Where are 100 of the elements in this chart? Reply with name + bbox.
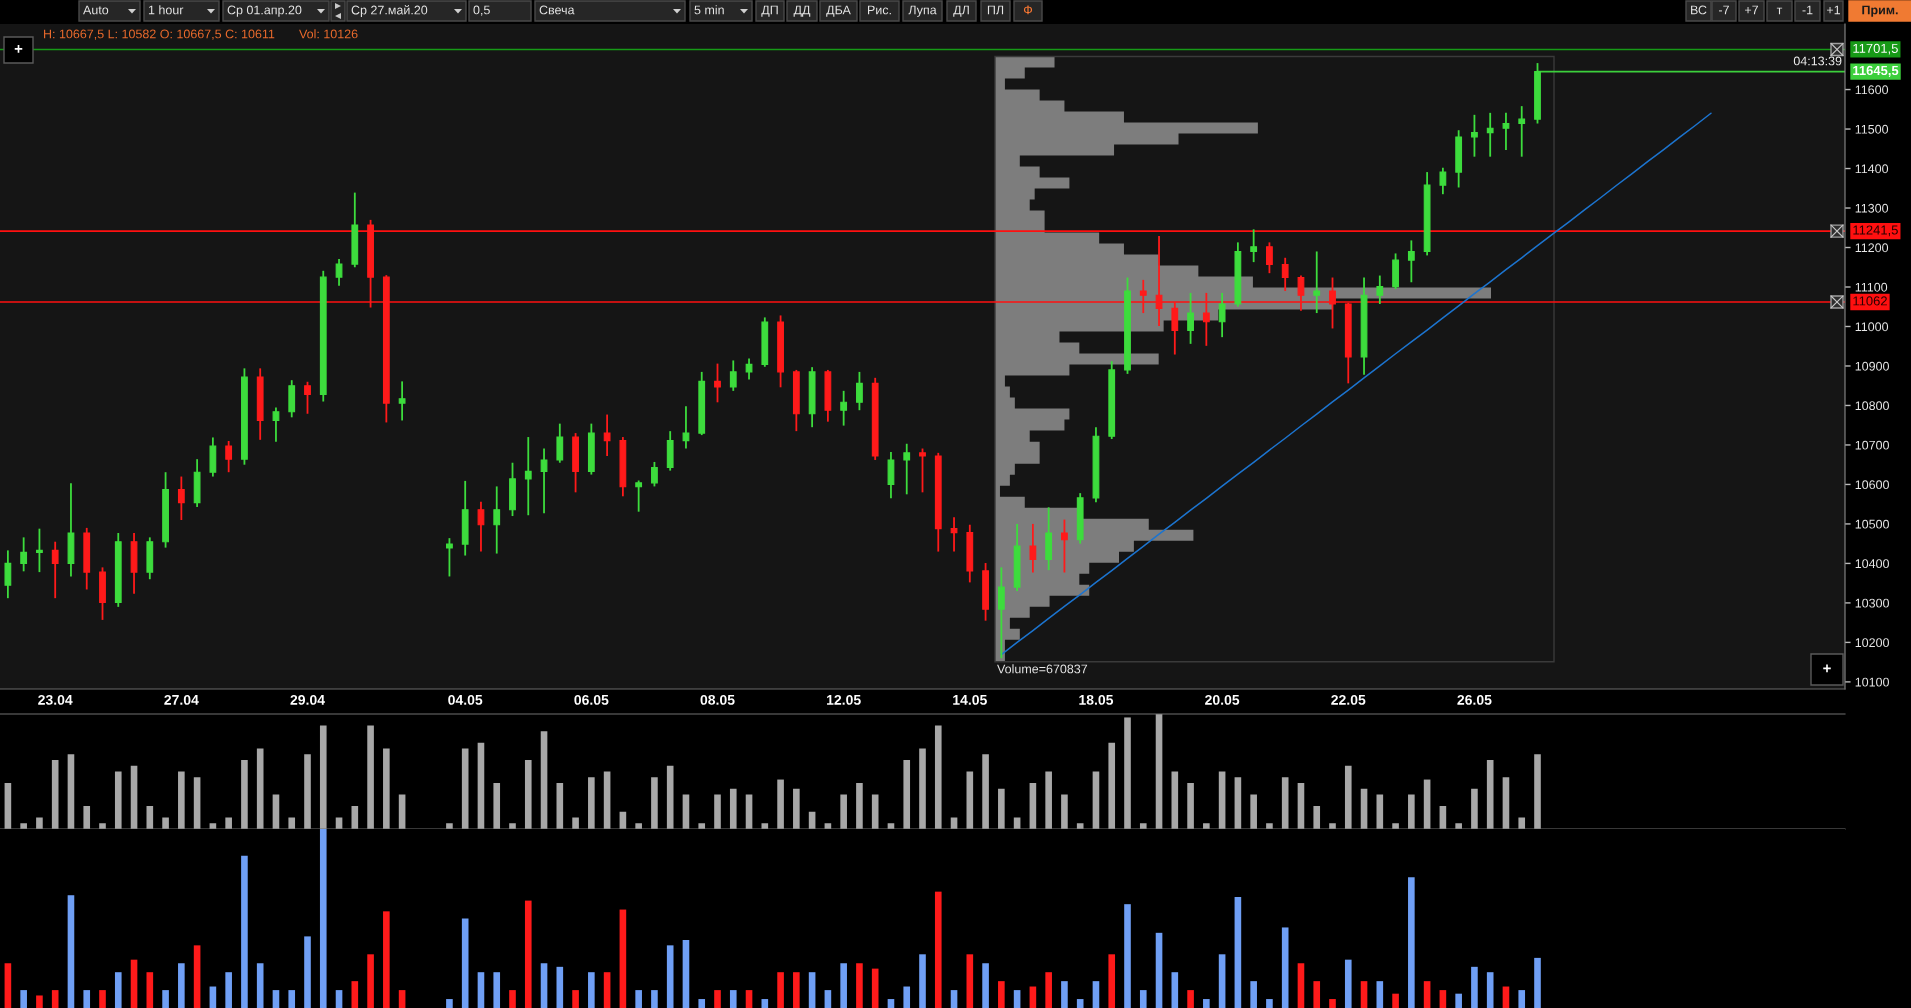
text: ПЛ	[987, 5, 1004, 15]
candlestick	[272, 406, 280, 443]
bar	[777, 779, 784, 829]
bar	[1455, 993, 1462, 1008]
candlestick	[603, 413, 611, 457]
bar	[256, 748, 264, 829]
bar	[130, 959, 138, 1008]
x-tick-label: 26.05	[1457, 694, 1492, 705]
candlestick	[651, 461, 658, 488]
bar	[729, 788, 737, 829]
annotation: +	[14, 45, 23, 53]
bar	[1486, 972, 1494, 1008]
bar	[1203, 999, 1210, 1008]
x-tick-label: 08.05	[700, 694, 735, 705]
bar	[1250, 981, 1257, 1008]
text: ДБА	[826, 5, 851, 17]
bar	[288, 990, 296, 1008]
y-tick-label: 11000	[1855, 322, 1889, 332]
bar	[556, 783, 564, 829]
text: Ср 01.апр.20	[227, 5, 302, 17]
bar	[1234, 897, 1242, 1008]
bar	[651, 777, 658, 829]
bar	[808, 972, 816, 1008]
y-tick-label: 11100	[1855, 282, 1888, 292]
candlestick	[36, 527, 43, 574]
x-tick-label: 20.05	[1205, 694, 1240, 705]
candlestick	[335, 258, 343, 287]
text: Auto	[83, 5, 109, 15]
x-tick-label: 04.05	[448, 694, 483, 705]
bar	[572, 990, 579, 1008]
bar	[1534, 957, 1541, 1008]
bar	[777, 972, 784, 1008]
bar	[919, 954, 926, 1008]
text: 5 min	[694, 5, 724, 15]
y-tick-label: 10800	[1855, 401, 1889, 411]
bar	[1092, 981, 1100, 1008]
bar	[840, 794, 847, 829]
text: -7	[1719, 5, 1729, 15]
bar	[83, 990, 91, 1008]
text: -1	[1802, 5, 1813, 15]
candlestick	[398, 380, 406, 422]
bar	[1518, 817, 1526, 829]
bar	[682, 939, 690, 1008]
bar	[698, 999, 706, 1008]
bar	[887, 999, 895, 1008]
annotation: 04:13:39	[1793, 56, 1842, 66]
bar	[524, 900, 532, 1008]
bar	[1297, 963, 1305, 1008]
candlestick	[997, 566, 1005, 660]
bar	[51, 990, 59, 1008]
candlestick	[729, 359, 737, 392]
bar	[603, 771, 611, 829]
text: Прим.	[1862, 5, 1898, 17]
text: Свеча	[539, 5, 575, 15]
bar	[477, 972, 485, 1008]
bar	[1471, 788, 1478, 829]
x-tick-label: 06.05	[574, 694, 609, 705]
ref-line-label: 11701,5	[1853, 43, 1898, 55]
bar	[36, 995, 43, 1008]
bar	[1423, 981, 1431, 1008]
y-tick-label: 11300	[1855, 203, 1889, 213]
bar	[793, 788, 800, 829]
bar	[572, 817, 579, 829]
x-tick-label: 18.05	[1079, 694, 1114, 705]
y-tick-label: 10400	[1855, 559, 1889, 569]
y-tick-label: 10600	[1855, 480, 1889, 490]
bar	[256, 963, 264, 1008]
bar	[1344, 959, 1352, 1008]
bar	[146, 806, 154, 829]
bar	[824, 990, 832, 1008]
y-tick-label: 11500	[1855, 124, 1889, 134]
bar	[998, 788, 1005, 829]
x-tick-label: 23.04	[38, 694, 73, 705]
candlestick	[51, 540, 59, 600]
bar	[745, 990, 753, 1008]
candlestick	[477, 500, 485, 553]
ref-line-label: 11241,5	[1853, 225, 1898, 237]
candlestick	[1471, 113, 1478, 158]
bar	[934, 725, 942, 829]
bar	[304, 754, 311, 829]
text: ДП	[761, 5, 778, 17]
candlestick	[1439, 166, 1447, 196]
candlestick	[225, 440, 233, 474]
bar	[509, 823, 516, 829]
bar	[1518, 990, 1526, 1008]
bar	[1124, 717, 1131, 829]
bar	[1187, 990, 1194, 1008]
candlestick	[1029, 523, 1037, 574]
text: +7	[1744, 5, 1758, 15]
bar	[1155, 932, 1163, 1008]
text: Ср 27.май.20	[351, 5, 428, 17]
candlestick	[1218, 292, 1226, 339]
candlestick	[856, 370, 863, 412]
bar	[871, 794, 879, 829]
bar	[698, 823, 706, 829]
bar	[367, 725, 374, 829]
bar	[1313, 981, 1321, 1008]
bar	[383, 748, 390, 829]
bar	[619, 909, 627, 1008]
bar	[493, 783, 501, 829]
